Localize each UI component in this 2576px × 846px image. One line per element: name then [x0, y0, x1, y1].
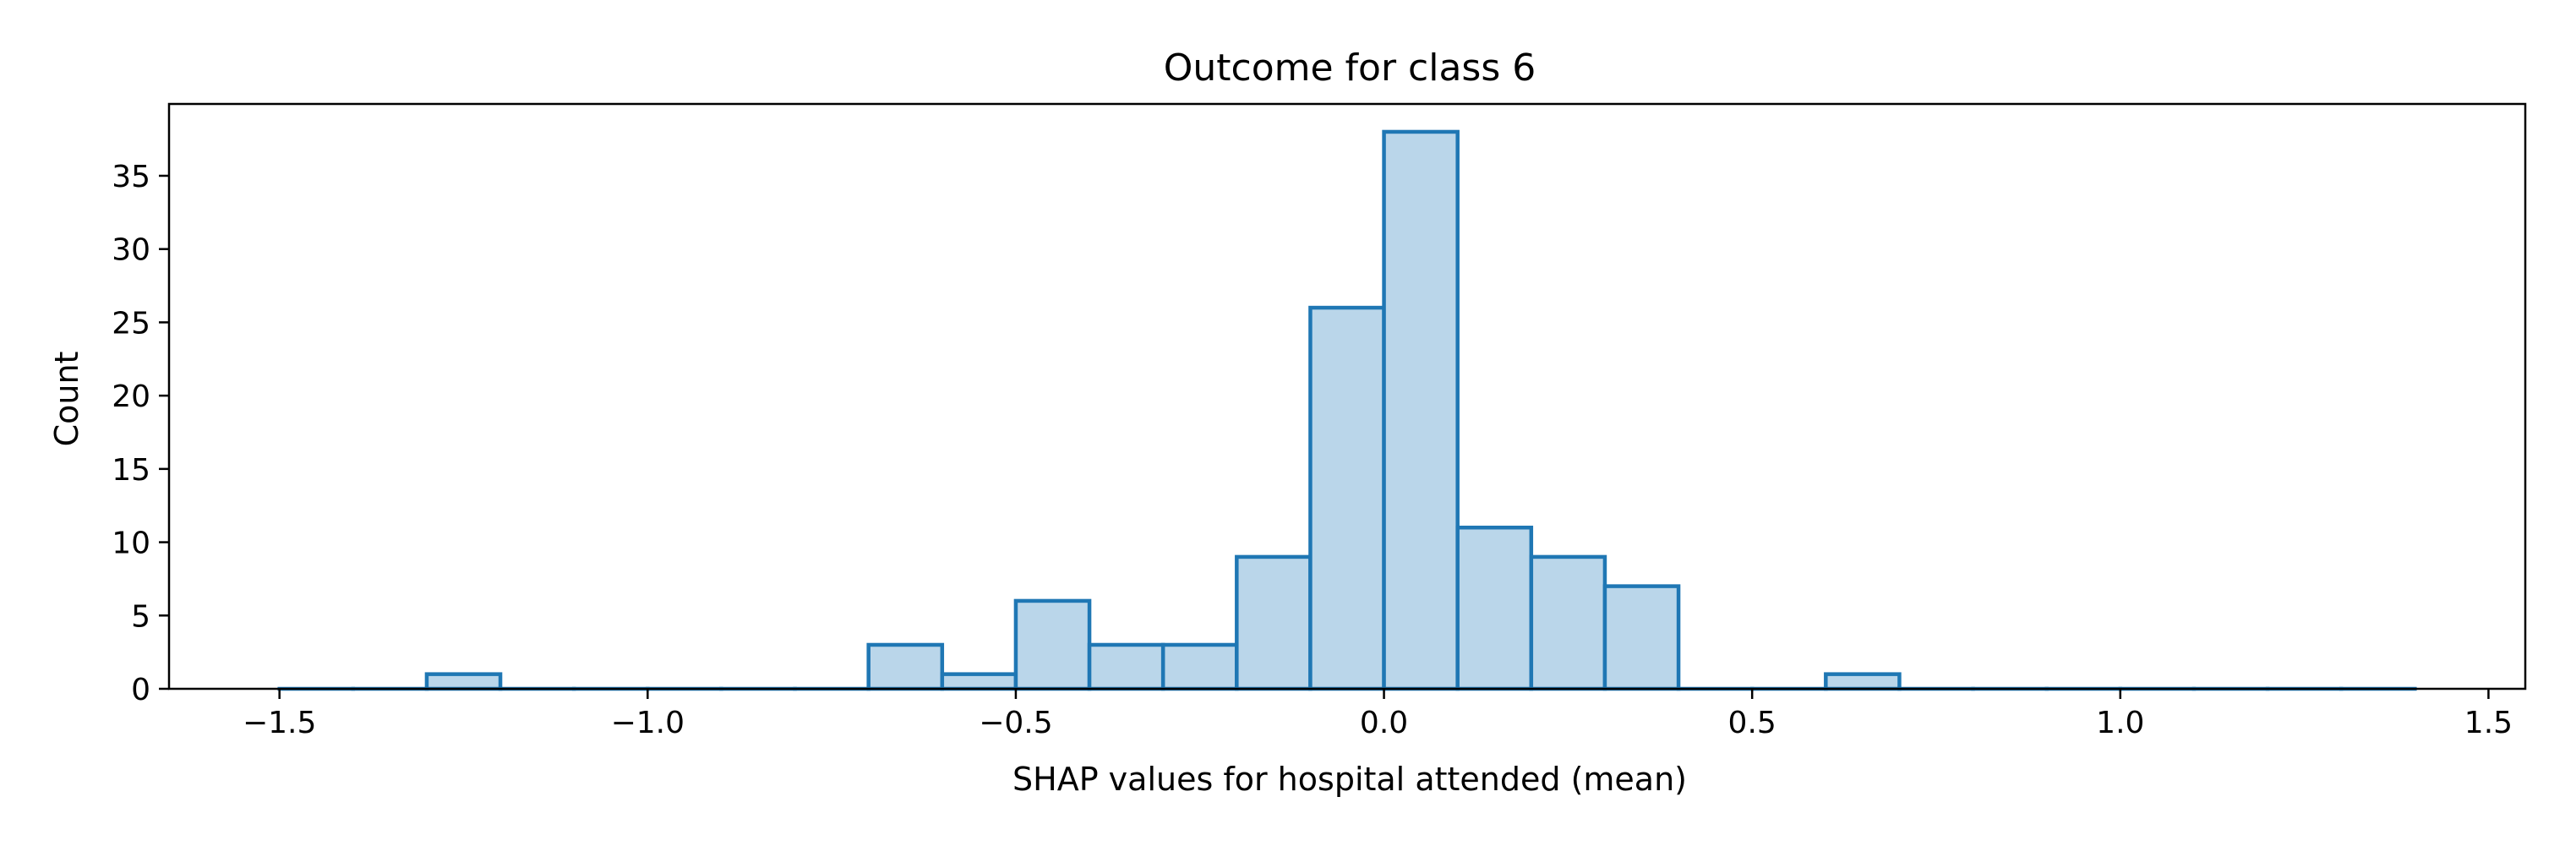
x-axis-label: SHAP values for hospital attended (mean): [1012, 761, 1687, 798]
x-tick-label: −1.5: [243, 706, 316, 740]
y-tick-label: 35: [112, 160, 150, 194]
y-tick-label: 5: [131, 599, 150, 634]
x-tick-label: 1.0: [2096, 706, 2144, 740]
x-tick-label: 0.0: [1360, 706, 1408, 740]
histogram-bar: [1160, 642, 1239, 691]
plot-frame: [167, 102, 2527, 690]
y-tick-label: 20: [112, 379, 150, 414]
histogram-bar: [1382, 129, 1460, 691]
histogram-bar: [1235, 554, 1313, 691]
x-tick-label: 1.5: [2464, 706, 2513, 740]
histogram-bar: [1529, 554, 1607, 691]
histogram-bar: [1602, 584, 1681, 691]
y-axis-label: Count: [48, 352, 85, 447]
chart-title: Outcome for class 6: [1164, 46, 1536, 90]
histogram-bar: [1824, 672, 1902, 691]
histogram-bar: [1308, 305, 1386, 691]
y-tick-label: 30: [112, 233, 150, 268]
y-tick-label: 15: [112, 453, 150, 488]
x-tick-label: −0.5: [979, 706, 1052, 740]
histogram-bars: [277, 129, 2417, 691]
histogram-bar: [1455, 525, 1534, 691]
x-axis-ticks: −1.5 −1.0 −0.5 0.0 0.5 1.0 1.5: [243, 689, 2513, 740]
x-tick-label: −1.0: [611, 706, 685, 740]
y-tick-label: 25: [112, 306, 150, 341]
x-tick-label: 0.5: [1728, 706, 1776, 740]
y-tick-label: 10: [112, 527, 150, 561]
histogram-bar: [1013, 598, 1092, 691]
histogram-bar: [1087, 642, 1165, 691]
y-axis-ticks: 0 5 10 15 20 25 30 35: [112, 160, 169, 707]
y-tick-label: 0: [131, 673, 150, 707]
histogram-bar: [940, 672, 1018, 691]
histogram-bar: [424, 672, 503, 691]
histogram-bar: [866, 642, 945, 691]
